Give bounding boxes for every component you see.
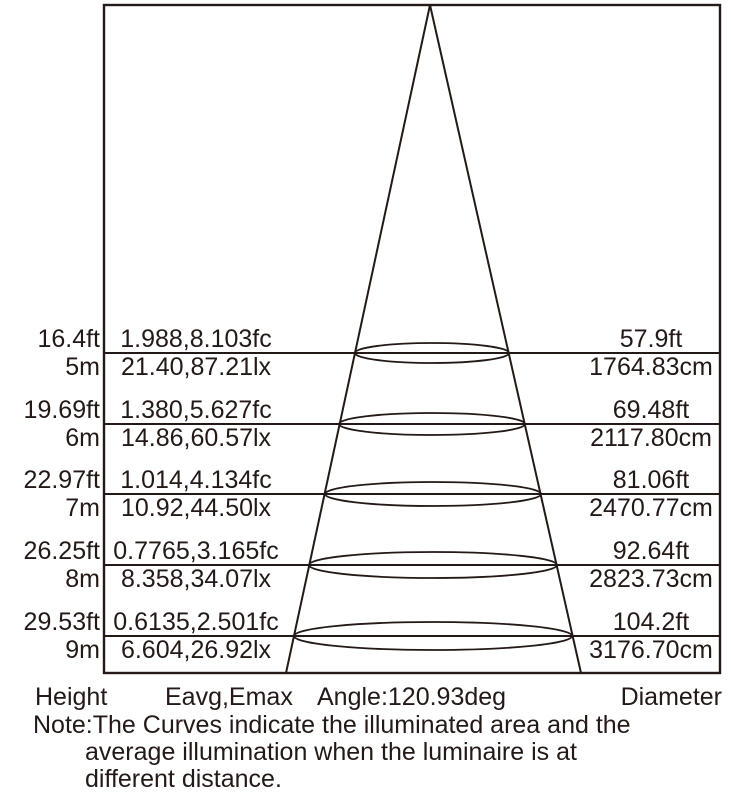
height-ft-label: 26.25ft xyxy=(23,537,100,565)
illuminated-area-ellipse-9m xyxy=(293,621,573,651)
eavg-emax-fc-value: 1.014,4.134fc xyxy=(120,466,272,494)
eavg-emax-lx-value: 8.358,34.07lx xyxy=(120,565,272,593)
eavg-emax-fc-value: 0.6135,2.501fc xyxy=(113,608,279,636)
diameter-cm-value: 2470.77cm xyxy=(589,494,713,522)
diameter-ft-value: 92.64ft xyxy=(612,537,690,565)
diameter-cm-value: 2823.73cm xyxy=(589,565,713,593)
height-ft-label: 16.4ft xyxy=(37,325,100,353)
diameter-ft-value: 104.2ft xyxy=(612,608,690,636)
eavg-emax-lx-value: 14.86,60.57lx xyxy=(120,424,272,452)
diameter-ft-value: 69.48ft xyxy=(612,396,690,424)
diameter-ft-value: 81.06ft xyxy=(612,466,690,494)
height-ft-label: 29.53ft xyxy=(23,608,100,636)
beam-angle-label: Angle:120.93deg xyxy=(317,683,507,711)
beam-cone-left-edge xyxy=(285,4,431,674)
eavg-emax-lx-value: 10.92,44.50lx xyxy=(120,494,272,522)
illuminated-area-ellipse-6m xyxy=(338,412,526,436)
diameter-cm-value: 2117.80cm xyxy=(590,424,712,452)
note-line-1: Note:The Curves indicate the illuminated… xyxy=(33,711,631,739)
height-ft-label: 22.97ft xyxy=(23,466,100,494)
illuminated-area-ellipse-5m xyxy=(354,342,510,364)
eavg-emax-fc-value: 0.7765,3.165fc xyxy=(113,537,279,565)
diameter-column-label: Diameter xyxy=(620,683,722,711)
illuminated-area-ellipse-8m xyxy=(308,551,558,579)
note-line-2: average illumination when the luminaire … xyxy=(85,738,577,766)
diameter-ft-value: 57.9ft xyxy=(619,325,683,353)
height-m-label: 6m xyxy=(65,424,100,452)
eavg-emax-column-label: Eavg,Emax xyxy=(165,683,293,711)
eavg-emax-fc-value: 1.988,8.103fc xyxy=(120,325,272,353)
note-line-3: different distance. xyxy=(85,765,282,793)
beam-cone-right-edge xyxy=(429,4,582,674)
height-m-label: 9m xyxy=(65,636,100,664)
diagram-border-box xyxy=(102,3,722,675)
diameter-cm-value: 3176.70cm xyxy=(589,636,713,664)
height-m-label: 8m xyxy=(65,565,100,593)
illuminated-area-ellipse-7m xyxy=(324,481,542,507)
diameter-cm-value: 1764.83cm xyxy=(589,353,713,381)
height-m-label: 7m xyxy=(65,494,100,522)
height-m-label: 5m xyxy=(65,353,100,381)
height-ft-label: 19.69ft xyxy=(23,396,100,424)
eavg-emax-fc-value: 1.380,5.627fc xyxy=(120,396,272,424)
eavg-emax-lx-value: 6.604,26.92lx xyxy=(120,636,272,664)
height-column-label: Height xyxy=(35,683,108,711)
eavg-emax-lx-value: 21.40,87.21lx xyxy=(120,353,272,381)
